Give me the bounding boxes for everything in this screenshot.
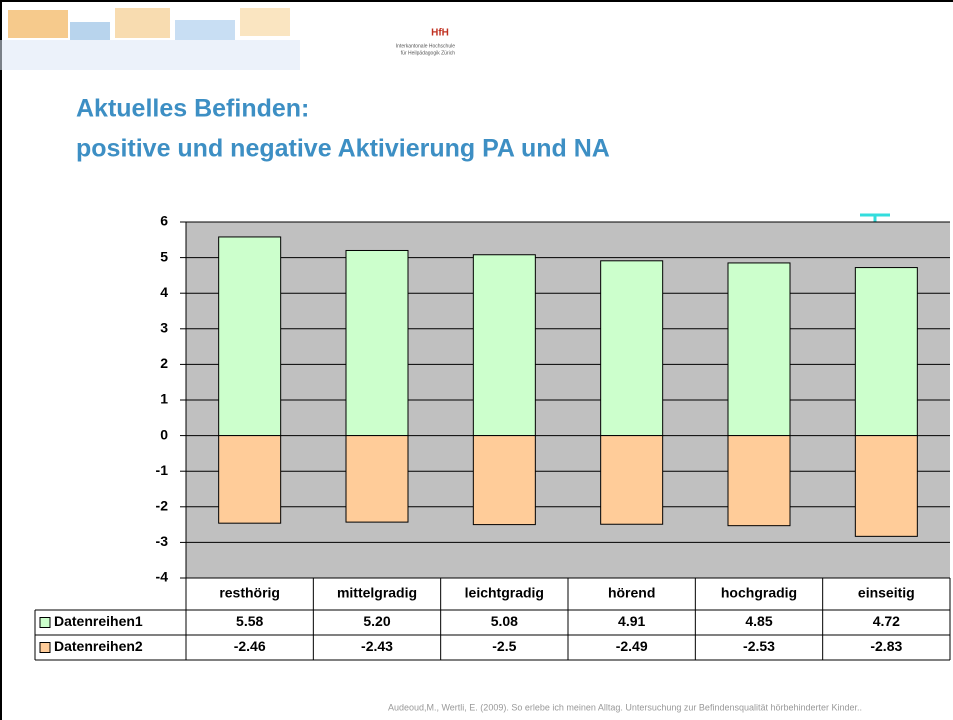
- y-tick-label: 3: [160, 320, 168, 336]
- bar: [345, 435, 409, 523]
- bar: [727, 262, 791, 437]
- legend-swatch: [39, 617, 51, 628]
- data-label: 5.08: [491, 613, 518, 629]
- data-label: 4.85: [745, 613, 772, 629]
- bar: [218, 435, 282, 524]
- x-tick-label: leichtgradig: [465, 585, 544, 601]
- y-tick-label: 2: [160, 355, 168, 371]
- y-tick-label: 0: [160, 426, 168, 442]
- bar: [472, 435, 536, 526]
- bar: [727, 435, 791, 527]
- data-label: -2.5: [492, 638, 516, 654]
- bar: [600, 260, 664, 437]
- institution-line: Interkantonale Hochschule: [396, 43, 455, 49]
- logo-graphic: [0, 8, 300, 70]
- x-tick-label: hochgradig: [721, 585, 797, 601]
- data-label: -2.46: [234, 638, 266, 654]
- legend-label: Datenreihen2: [54, 638, 143, 654]
- y-tick-label: 1: [160, 391, 168, 407]
- bar: [472, 254, 536, 437]
- data-label: -2.83: [870, 638, 902, 654]
- y-tick-label: -1: [156, 462, 169, 478]
- data-label: 5.20: [363, 613, 390, 629]
- y-tick-label: -4: [156, 569, 169, 585]
- institution-line: für Heilpädagogik Zürich: [401, 50, 455, 56]
- y-tick-label: -3: [156, 533, 169, 549]
- slide-title: positive und negative Aktivierung PA und…: [76, 135, 610, 163]
- x-tick-label: mittelgradig: [337, 585, 417, 601]
- bar: [218, 236, 282, 437]
- data-label: 4.72: [873, 613, 900, 629]
- footer-citation: Audeoud,M., Wertli, E. (2009). So erlebe…: [388, 702, 862, 712]
- x-tick-label: einseitig: [858, 585, 915, 601]
- x-tick-label: resthörig: [219, 585, 280, 601]
- data-label: -2.49: [616, 638, 648, 654]
- logo-text: HfH: [431, 28, 449, 39]
- data-label: -2.43: [361, 638, 393, 654]
- y-tick-label: 6: [160, 213, 168, 229]
- y-tick-label: 5: [160, 248, 168, 264]
- bar: [600, 435, 664, 525]
- bar: [854, 435, 918, 537]
- data-label: 5.58: [236, 613, 263, 629]
- bar: [854, 267, 918, 437]
- data-label: -2.53: [743, 638, 775, 654]
- bar: [345, 249, 409, 437]
- legend-swatch: [39, 642, 51, 653]
- x-tick-label: hörend: [608, 585, 655, 601]
- y-tick-label: -2: [156, 498, 169, 514]
- legend-label: Datenreihen1: [54, 613, 143, 629]
- data-label: 4.91: [618, 613, 645, 629]
- y-tick-label: 4: [160, 284, 168, 300]
- slide-title: Aktuelles Befinden:: [76, 95, 309, 123]
